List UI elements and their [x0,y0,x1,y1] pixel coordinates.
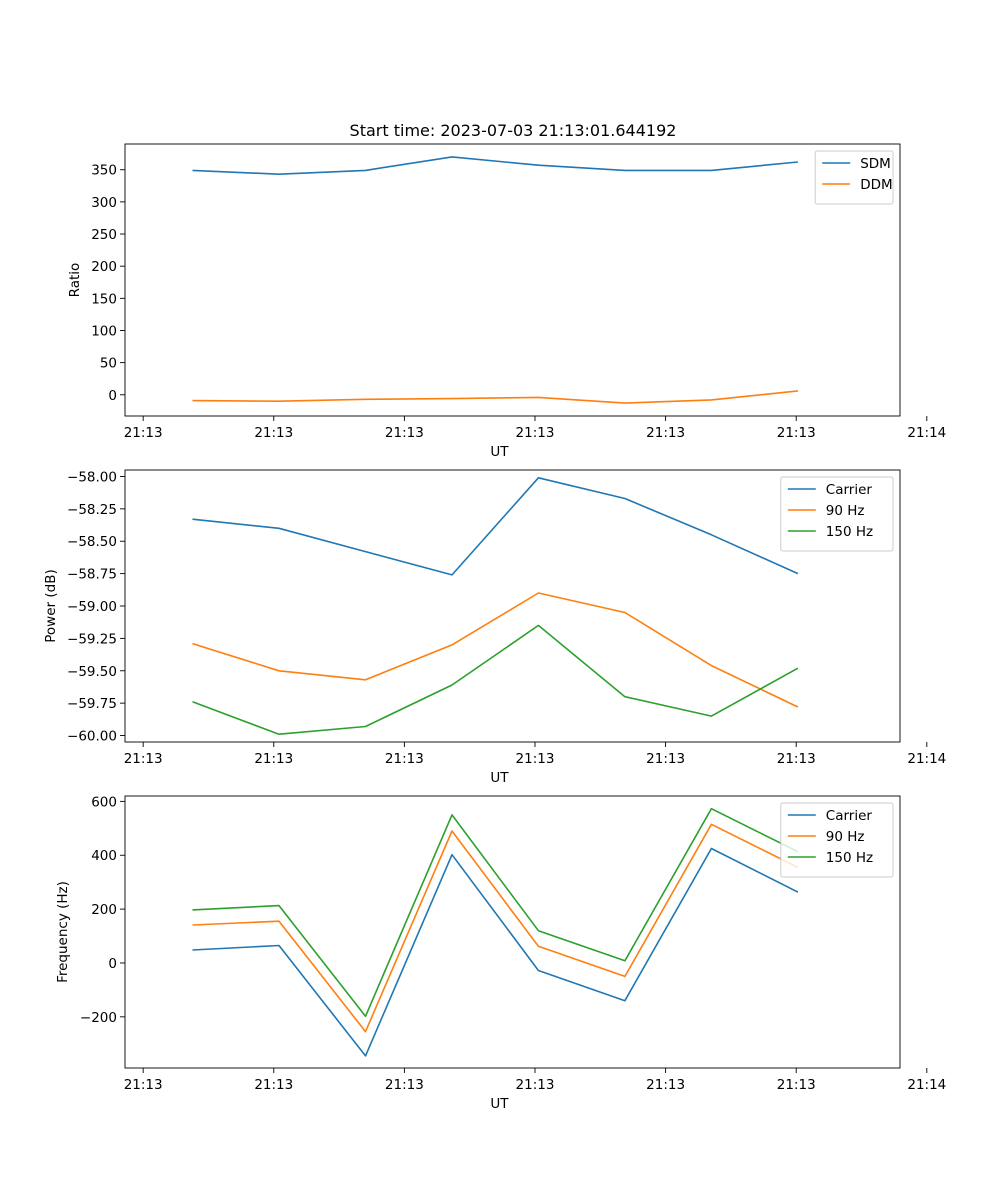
series-line-sdm [192,156,798,175]
series-line-carrier [192,847,799,1057]
y-tick-label: 350 [91,163,117,179]
y-axis-label: Ratio [67,263,83,298]
chart-panel-1: 21:13 21:13 21:13 21:13 21:13 21:13 21:14 0 50 10… [67,143,946,460]
x-axis-label: UT [490,1096,509,1112]
x-tick-label: 21:14 [907,1077,946,1093]
chart-panel-2: 21:13 21:13 21:13 21:13 21:13 21:13 21:14 −60.0… [43,469,946,786]
x-axis-label: UT [490,444,509,460]
legend: Carrier 90 Hz 150 Hz [780,476,894,552]
series-line-carrier [192,476,799,576]
y-tick-label: −200 [80,1010,117,1026]
x-tick-label: 21:13 [516,425,555,441]
x-tick-label: 21:13 [385,751,424,767]
y-tick-label: −59.25 [67,631,117,647]
y-tick-label: −58.75 [67,567,117,583]
y-tick-label: 150 [91,291,117,307]
figure-title: Start time: 2023-07-03 21:13:01.644192 [350,121,677,140]
x-tick-label: 21:13 [777,425,816,441]
x-tick-label: 21:13 [646,751,685,767]
plot-frame [124,795,901,1069]
legend-label: 90 Hz [826,829,865,845]
y-tick-label: 0 [108,388,117,404]
y-tick-label: −58.25 [67,502,117,518]
legend-label: 150 Hz [826,850,873,866]
legend-box [814,150,894,205]
x-tick-label: 21:13 [254,1077,293,1093]
x-tick-label: 21:13 [777,1077,816,1093]
legend-label: 90 Hz [826,503,865,519]
plot-frame [124,143,901,417]
x-tick-label: 21:13 [516,751,555,767]
y-tick-label: 300 [91,195,117,211]
y-tick-label: 0 [108,956,117,972]
legend: Carrier 90 Hz 150 Hz [780,802,894,878]
x-tick-label: 21:14 [907,751,946,767]
plot-area: 21:13 21:13 21:13 21:13 21:13 21:13 21:14 0 50 10… [43,143,946,1112]
x-tick-label: 21:13 [124,425,163,441]
x-tick-label: 21:13 [646,1077,685,1093]
y-tick-label: 400 [91,848,117,864]
x-tick-label: 21:13 [254,751,293,767]
series-line-90-hz [192,823,799,1033]
y-tick-label: 100 [91,323,117,339]
y-tick-label: 600 [91,794,117,810]
x-tick-label: 21:13 [124,1077,163,1093]
x-tick-label: 21:13 [777,751,816,767]
y-tick-label: −59.75 [67,696,117,712]
legend-label: DDM [860,177,892,193]
x-tick-label: 21:13 [124,751,163,767]
x-tick-label: 21:13 [646,425,685,441]
y-tick-label: 200 [91,259,117,275]
y-tick-label: −59.50 [67,664,117,680]
y-tick-label: 250 [91,227,117,243]
x-tick-label: 21:13 [254,425,293,441]
y-axis-label: Power (dB) [43,569,59,642]
series-line-90-hz [192,592,799,708]
x-tick-label: 21:13 [385,1077,424,1093]
legend-label: Carrier [826,808,873,824]
x-tick-label: 21:13 [385,425,424,441]
x-axis-label: UT [490,770,509,786]
y-tick-label: 50 [100,356,117,372]
y-tick-label: 200 [91,902,117,918]
legend-label: SDM [860,156,891,172]
y-tick-label: −58.50 [67,534,117,550]
y-tick-label: −58.00 [67,469,117,485]
y-tick-label: −60.00 [67,729,117,745]
x-tick-label: 21:13 [516,1077,555,1093]
chart-panel-3: 21:13 21:13 21:13 21:13 21:13 21:13 21:14 −200 0… [55,794,946,1112]
x-tick-label: 21:14 [907,425,946,441]
legend-label: 150 Hz [826,524,873,540]
series-line-150-hz [192,624,799,736]
legend-box [780,802,894,878]
y-tick-label: −59.00 [67,599,117,615]
legend: SDM DDM [814,150,894,205]
legend-label: Carrier [826,482,873,498]
y-axis-label: Frequency (Hz) [55,881,71,983]
series-line-150-hz [192,807,799,1018]
series-line-ddm [192,390,798,404]
legend-box [780,476,894,552]
